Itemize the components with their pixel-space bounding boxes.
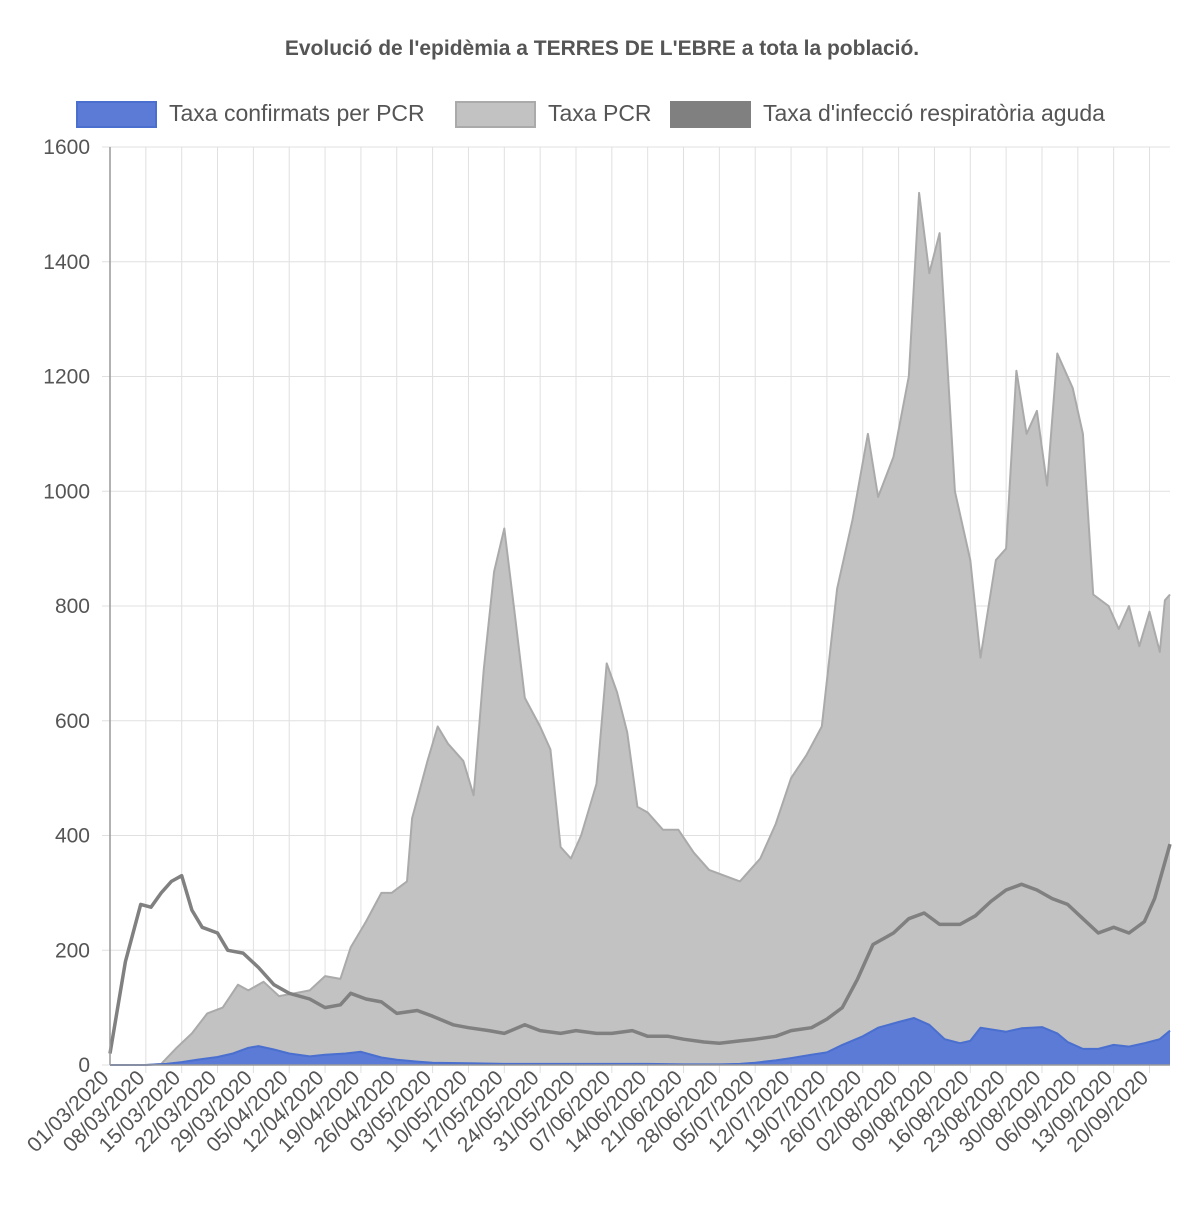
series-area — [110, 192, 1170, 1065]
series-line — [110, 1017, 1171, 1066]
y-tick-label: 800 — [55, 595, 90, 618]
legend-label: Taxa PCR — [548, 100, 652, 126]
y-tick-label: 1000 — [43, 480, 90, 503]
y-tick-label: 600 — [55, 710, 90, 733]
legend-swatch — [455, 101, 536, 128]
y-tick-label: 200 — [55, 939, 90, 962]
legend-swatch — [670, 101, 751, 128]
y-tick-label: 400 — [55, 825, 90, 848]
plot-area — [108, 191, 1172, 1066]
legend-label: Taxa d'infecció respiratòria aguda — [763, 100, 1105, 126]
y-tick-label: 1600 — [43, 136, 90, 159]
legend-label: Taxa confirmats per PCR — [169, 100, 425, 126]
y-tick-label: 1200 — [43, 366, 90, 389]
series-area — [110, 1018, 1170, 1065]
y-tick-label: 1400 — [43, 251, 90, 274]
chart-title: Evolució de l'epidèmia a TERRES DE L'EBR… — [285, 37, 919, 60]
series-line — [110, 191, 1171, 1066]
y-tick-label: 0 — [78, 1054, 90, 1077]
legend: Taxa confirmats per PCR Taxa PCR Taxa d'in… — [76, 100, 1105, 128]
series-line — [108, 843, 1172, 1054]
axes: 0200400600800100012001400160001/03/20200… — [23, 136, 1170, 1157]
legend-swatch — [76, 101, 157, 128]
